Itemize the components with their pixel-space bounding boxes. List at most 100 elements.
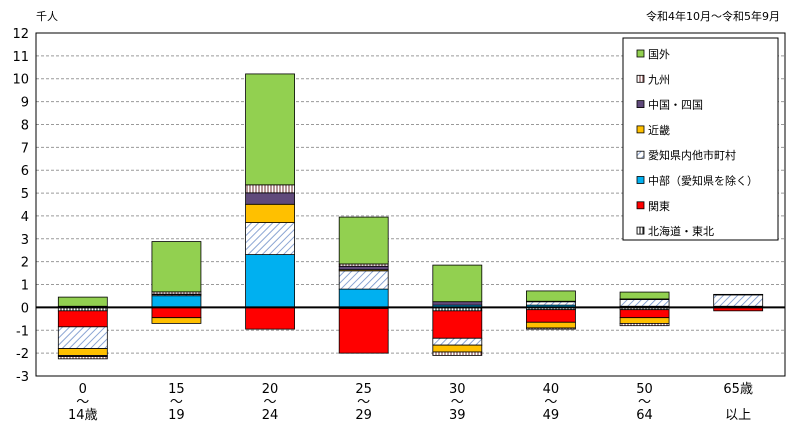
period-label: 令和4年10月～令和5年9月 — [646, 9, 780, 23]
bar-segment-aichi — [245, 222, 295, 255]
legend-label-kokugai: 国外 — [648, 48, 670, 61]
bar-segment-aichi — [338, 270, 389, 290]
y-tick-label: 4 — [21, 210, 29, 225]
bar-segment-kyushu — [526, 327, 576, 330]
legend-label-kanto: 関東 — [648, 200, 670, 213]
y-tick-label: -2 — [16, 347, 29, 362]
bar-segment-kinki — [619, 317, 670, 324]
legend-swatch-aichi — [636, 150, 645, 159]
bar-segment-kanto — [338, 308, 389, 354]
legend-label-kinki: 近畿 — [648, 123, 670, 137]
bar-segment-aichi — [619, 298, 670, 307]
x-tick-label: ～ — [170, 395, 183, 410]
bar-segment-chugoku — [338, 265, 389, 271]
bar-segment-kanto — [245, 306, 295, 330]
bar-segment-kanto — [432, 310, 483, 339]
y-tick-label: 12 — [12, 27, 29, 42]
bar-segment-kanto — [526, 309, 576, 323]
unit-label: 千人 — [36, 10, 58, 23]
bar-segment-kokugai — [432, 264, 483, 303]
bar-segment-aichi — [713, 294, 764, 307]
bar-segment-kanto — [57, 310, 108, 328]
x-tick-label: 14歳 — [68, 408, 98, 423]
x-tick-label: ～ — [357, 395, 370, 410]
legend-swatch-chugoku — [636, 100, 645, 108]
bar-segment-chubu — [245, 254, 295, 308]
legend-label-chugoku: 中国・四国 — [648, 99, 703, 112]
bar-segment-kyushu — [619, 323, 670, 327]
x-tick-label: 29 — [355, 408, 372, 423]
y-tick-label: 10 — [12, 73, 29, 88]
axes: -3-2-101234567891011120～14歳15～1920～2425～… — [12, 27, 786, 423]
x-tick-label: 25 — [355, 382, 372, 397]
legend-box — [622, 37, 779, 241]
bar-segment-kinki — [245, 203, 295, 223]
bar-segment-kinki — [151, 317, 202, 324]
x-tick-label: 40 — [543, 382, 560, 397]
x-tick-label: 15 — [168, 382, 185, 397]
legend-swatch-kinki — [636, 125, 645, 134]
bar-segment-kyushu — [245, 184, 295, 194]
y-tick-label: 11 — [12, 50, 29, 65]
bar-segment-kanto — [151, 306, 202, 319]
x-tick-label: 20 — [262, 382, 279, 397]
bar-segment-aichi — [432, 337, 483, 346]
y-tick-label: 6 — [21, 164, 29, 179]
plot-frame — [35, 32, 786, 377]
y-tick-label: -1 — [16, 324, 29, 339]
y-tick-label: 3 — [21, 233, 29, 248]
x-tick-label: ～ — [264, 395, 277, 410]
x-tick-label: 以上 — [725, 408, 751, 423]
y-tick-label: 9 — [21, 96, 29, 111]
legend-label-hokkaido: 北海道・東北 — [648, 224, 714, 238]
x-tick-label: 49 — [543, 408, 560, 423]
bar-segment-kokugai — [713, 293, 764, 296]
bar-segment-kyushu — [57, 356, 108, 360]
legend-swatch-kanto — [636, 201, 645, 210]
legend-label-kyushu: 九州 — [648, 73, 670, 86]
y-tick-label: 1 — [21, 279, 29, 294]
bar-segment-kinki — [57, 348, 108, 356]
y-tick-label: -3 — [16, 370, 29, 385]
legend-label-chubu: 中部（愛知県を除く） — [648, 174, 758, 188]
legend-swatch-hokkaido — [636, 226, 645, 235]
bar-segment-chubu — [151, 295, 202, 308]
bar-segment-kokugai — [151, 241, 202, 293]
legend-label-aichi: 愛知県内他市町村 — [648, 148, 736, 162]
x-tick-label: 30 — [449, 382, 466, 397]
x-tick-label: 24 — [262, 408, 279, 423]
x-tick-label: 39 — [449, 408, 466, 423]
y-tick-label: 5 — [21, 187, 29, 202]
bar-segment-chubu — [338, 288, 389, 308]
x-tick-label: 50 — [636, 382, 653, 397]
y-tick-label: 2 — [21, 256, 29, 271]
x-tick-label: ～ — [544, 395, 557, 410]
x-tick-label: 64 — [636, 408, 653, 423]
bar-segment-kokugai — [245, 73, 295, 186]
y-tick-label: 7 — [21, 141, 29, 156]
x-tick-label: 65歳 — [723, 382, 753, 397]
bar-segment-chugoku — [432, 301, 483, 306]
x-tick-label: ～ — [76, 395, 89, 410]
bar-segment-kyushu — [432, 351, 483, 356]
x-tick-label: 0 — [79, 382, 87, 397]
bar-segment-aichi — [57, 326, 108, 349]
bars — [57, 73, 764, 360]
x-tick-label: ～ — [638, 395, 651, 410]
bar-segment-kinki — [432, 344, 483, 353]
bar-segment-kokugai — [57, 296, 108, 307]
legend-swatch-kyushu — [636, 74, 645, 83]
x-tick-label: ～ — [451, 395, 464, 410]
bar-segment-kinki — [526, 321, 576, 329]
y-tick-label: 8 — [21, 118, 29, 133]
bar-segment-kokugai — [338, 216, 389, 265]
bar-segment-kokugai — [619, 291, 670, 300]
bar-segment-kanto — [619, 309, 670, 319]
legend-swatch-chubu — [636, 176, 645, 184]
legend-swatch-kokugai — [636, 49, 645, 58]
x-tick-label: 19 — [168, 408, 185, 423]
bar-segment-kokugai — [526, 290, 576, 302]
bar-segment-chugoku — [245, 192, 295, 205]
